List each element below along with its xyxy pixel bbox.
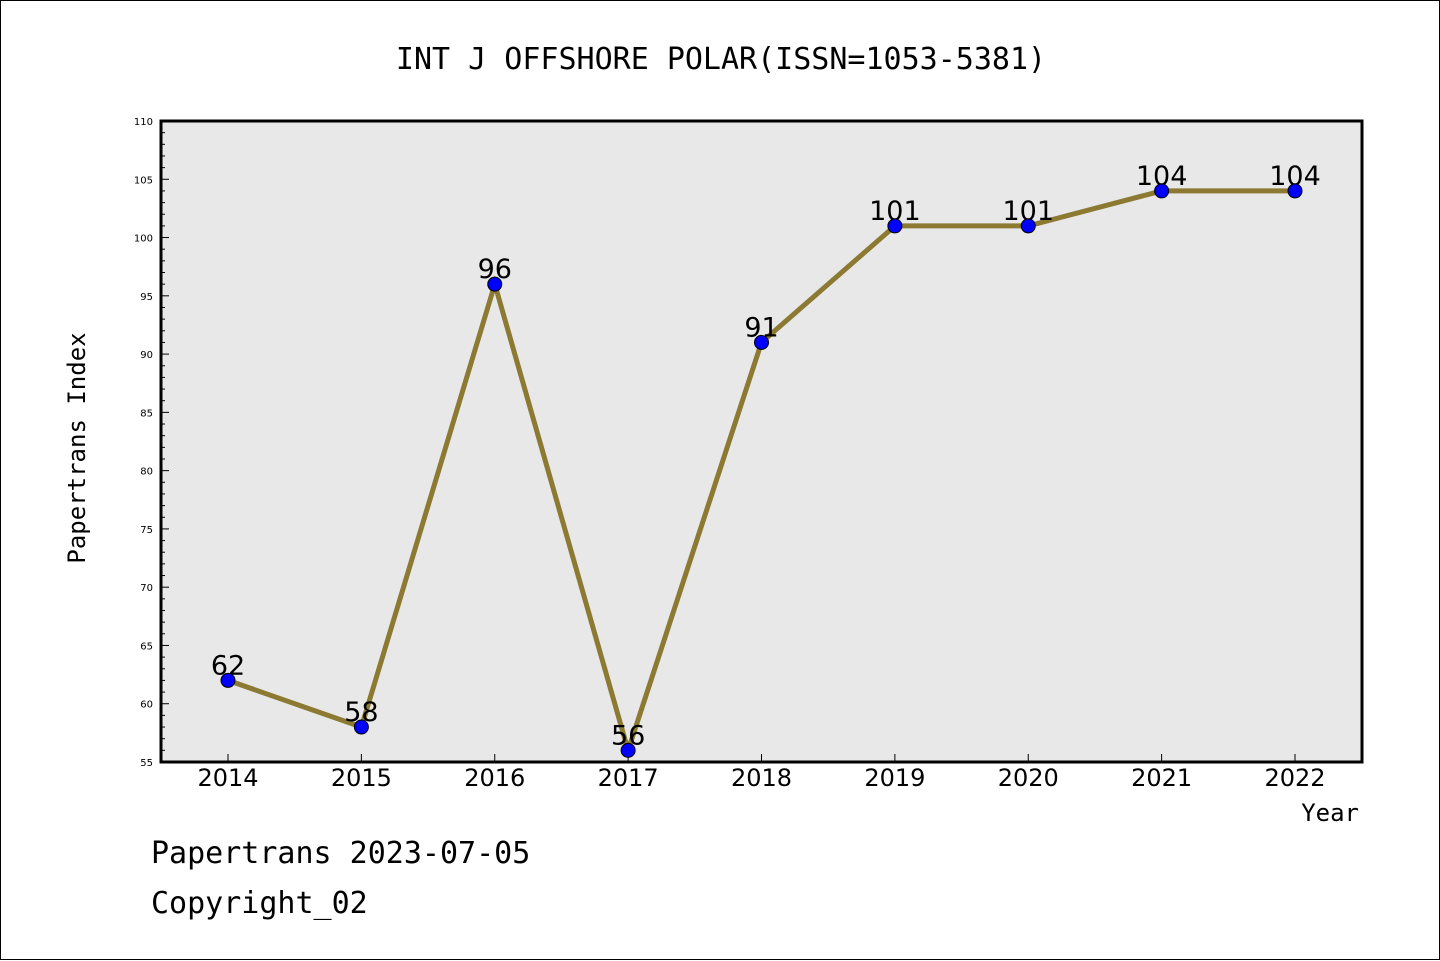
x-axis: 2014 2015 2016 2017 2018 2019 2020 2021 2022 (197, 754, 1326, 792)
x-tick-label: 2019 (864, 764, 925, 792)
x-tick-label: 2017 (598, 764, 659, 792)
y-tick-label: 95 (140, 292, 153, 303)
footer-copyright: Copyright_02 (151, 886, 368, 921)
plot-area (159, 119, 1364, 764)
data-point (1287, 183, 1303, 199)
data-point (887, 218, 903, 234)
chart-title: INT J OFFSHORE POLAR(ISSN=1053-5381) (396, 42, 1046, 77)
x-tick-label: 2022 (1264, 764, 1325, 792)
x-tick-label: 2018 (731, 764, 792, 792)
y-axis: 55 60 65 70 75 80 85 90 95 100 105 110 (134, 117, 169, 769)
y-axis-title: Papertrans Index (63, 332, 91, 563)
y-tick-label: 85 (140, 408, 153, 419)
data-point (487, 276, 503, 292)
y-tick-label: 70 (140, 583, 153, 594)
y-tick-label: 80 (140, 467, 153, 478)
data-point (1154, 183, 1170, 199)
y-tick-label: 75 (140, 525, 153, 536)
data-points (220, 183, 1303, 758)
x-tick-label: 2015 (331, 764, 392, 792)
data-point (353, 719, 369, 735)
y-tick-label: 55 (140, 758, 153, 769)
x-tick-label: 2021 (1131, 764, 1192, 792)
y-tick-label: 100 (134, 234, 153, 245)
y-tick-label: 90 (140, 350, 153, 361)
footer-date: Papertrans 2023-07-05 (151, 836, 531, 871)
data-point (620, 742, 636, 758)
y-tick-label: 105 (134, 175, 153, 186)
data-point (1020, 218, 1036, 234)
data-point (220, 672, 236, 688)
y-tick-label: 65 (140, 641, 153, 652)
x-axis-title: Year (1301, 799, 1359, 827)
x-tick-label: 2020 (998, 764, 1059, 792)
y-tick-label: 110 (134, 117, 153, 128)
x-tick-label: 2016 (464, 764, 525, 792)
y-tick-label: 60 (140, 700, 153, 711)
x-tick-label: 2014 (197, 764, 258, 792)
data-point (754, 334, 769, 350)
